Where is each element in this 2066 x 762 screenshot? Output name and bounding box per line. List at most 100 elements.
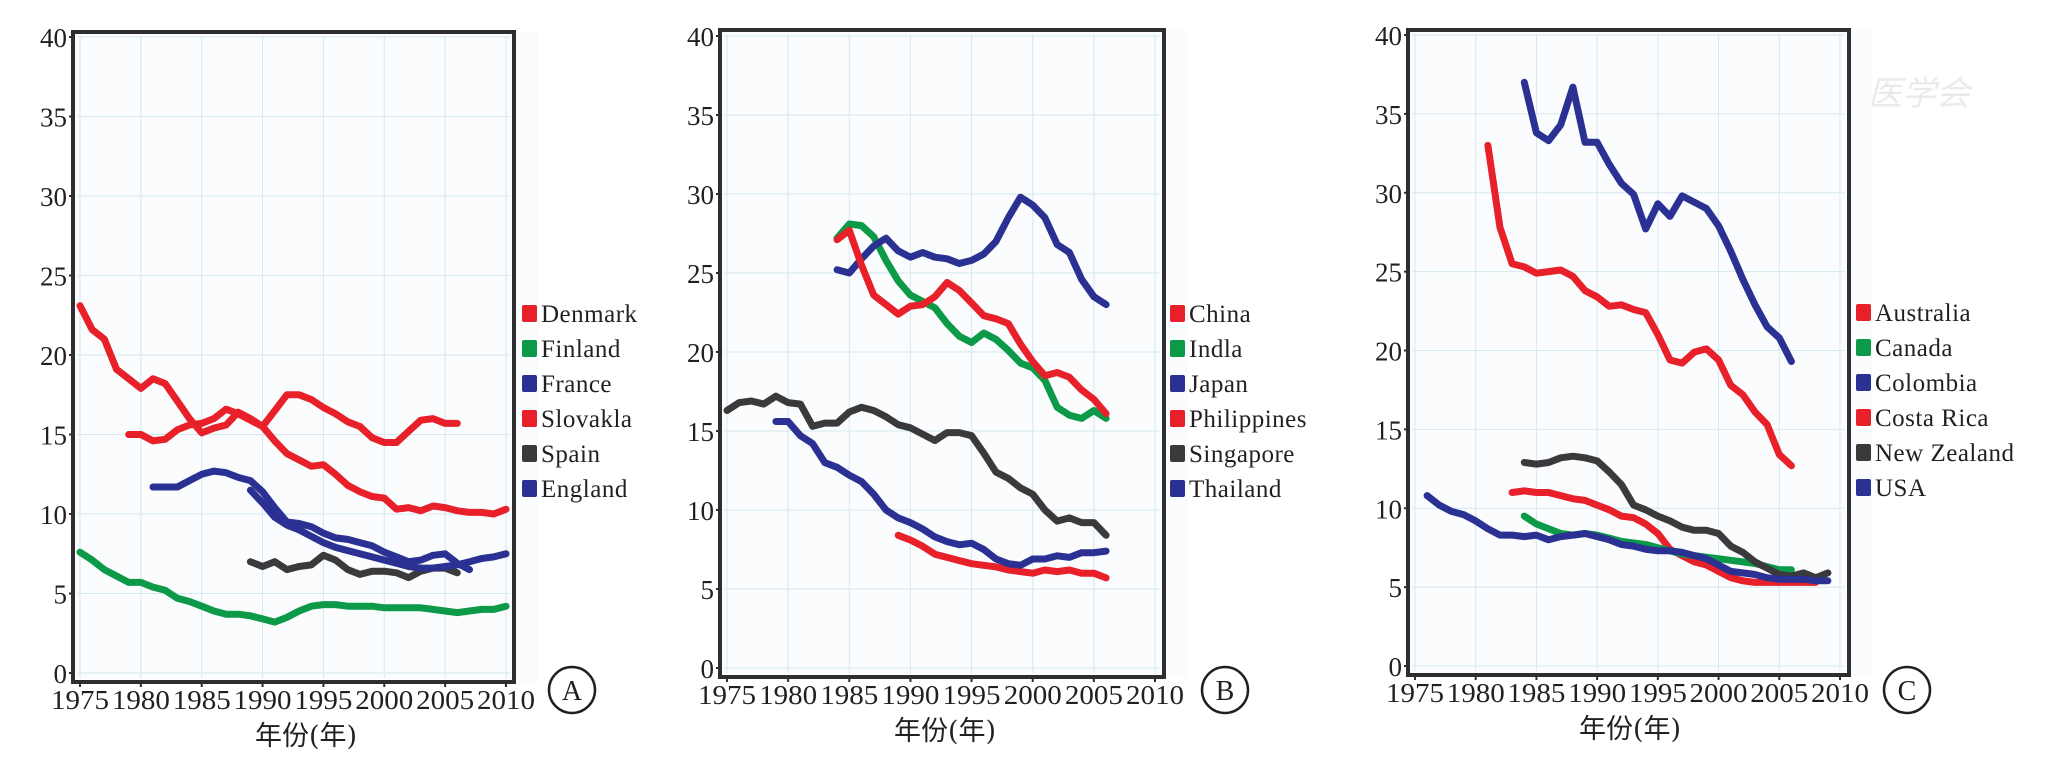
x-tick-label: 2010 (1811, 678, 1869, 708)
legend-item: China (1170, 301, 1251, 328)
legend-label: Australia (1875, 300, 1971, 327)
x-tick-label: 2005 (1750, 678, 1808, 708)
x-tick-label: 1980 (1447, 678, 1505, 708)
legend-label: France (541, 371, 612, 398)
gridlines (724, 34, 1160, 673)
plot-background (720, 30, 1188, 677)
legend-label: Singapore (1189, 441, 1295, 468)
legend-label: Finland (541, 336, 621, 363)
legend-swatch (522, 410, 537, 427)
x-tick-label: 1995 (943, 680, 1001, 710)
legend-swatch (1170, 305, 1185, 322)
legend-swatch (522, 340, 537, 357)
legend-item: Australia (1856, 300, 1971, 327)
x-axis: 1975 1980 1985 1990 1995 2000 2005 2010 (51, 682, 535, 715)
legend-item: Japan (1170, 371, 1248, 398)
y-tick-label: 5 (54, 580, 68, 610)
x-tick-label: 2010 (1126, 680, 1184, 710)
panel-label-circle (547, 665, 597, 715)
legend-swatch (1170, 410, 1185, 427)
legend-item: Colombia (1856, 370, 1977, 397)
plot-frame (1406, 28, 1851, 677)
panel-label-text: C (1898, 676, 1917, 707)
x-tick-label: 1980 (112, 685, 170, 715)
series-line-england (246, 486, 510, 572)
legend-swatch (1170, 375, 1185, 392)
panel-label-circle (1882, 665, 1932, 715)
panel-label-text: A (562, 676, 583, 707)
x-tick-label: 2000 (1690, 678, 1748, 708)
plot-frame (71, 30, 516, 684)
x-tick-label: 1985 (1507, 678, 1565, 708)
series-line-usa (1423, 492, 1832, 585)
legend-label: Philippines (1189, 406, 1307, 433)
chart-panel-a: 0 5 10 15 20 25 30 35 40 1975 1980 1985 1990 1995 2000… (40, 23, 637, 752)
y-tick-label: 30 (687, 180, 714, 210)
legend-swatch (1856, 374, 1871, 391)
y-tick-label: 25 (687, 259, 714, 289)
x-tick-label: 1980 (759, 680, 817, 710)
y-tick-label: 40 (1375, 21, 1402, 51)
series-line-singapore (723, 392, 1110, 539)
series-line-china (894, 531, 1110, 582)
legend-item: Canada (1856, 335, 1953, 362)
series-group (1423, 78, 1832, 586)
legend-swatch (1856, 444, 1871, 461)
y-axis: 0 5 10 15 20 25 30 35 40 (40, 23, 73, 689)
series-line-indla (833, 220, 1110, 422)
legend-item: England (522, 476, 628, 503)
x-tick-label: 2005 (1065, 680, 1123, 710)
legend-swatch (1856, 304, 1871, 321)
legend-swatch (522, 375, 537, 392)
y-tick-label: 40 (687, 22, 714, 52)
y-tick-label: 35 (687, 101, 714, 131)
legend-swatch (1856, 479, 1871, 496)
y-tick-label: 0 (701, 654, 715, 684)
chart-panel-c: 0 5 10 15 20 25 30 35 40 1975 1980 1985 1990 1995 2000… (1375, 21, 2014, 745)
panel-label-text: B (1216, 676, 1235, 707)
legend-item: Spain (522, 441, 600, 468)
series-group (76, 302, 510, 626)
y-tick-label: 30 (1375, 179, 1402, 209)
gridlines (77, 36, 510, 678)
y-tick-label: 15 (1375, 415, 1402, 445)
legend: China Indla Japan Philippines Singapore Thail… (1170, 301, 1307, 503)
chart-panel-b: 0 5 10 15 20 25 30 35 40 1975 1980 1985 1990 1995 2000… (687, 22, 1307, 747)
y-tick-label: 5 (701, 575, 715, 605)
y-tick-label: 10 (1375, 494, 1402, 524)
x-tick-label: 1990 (881, 680, 939, 710)
y-tick-label: 25 (1375, 258, 1402, 288)
y-tick-label: 10 (687, 496, 714, 526)
series-line-australia (1508, 487, 1820, 586)
legend-label: Japan (1189, 371, 1248, 398)
x-tick-label: 1975 (698, 680, 756, 710)
y-tick-label: 20 (687, 338, 714, 368)
legend-item: New Zealand (1856, 440, 2014, 467)
series-line-thailand (772, 418, 1110, 569)
legend-swatch (1170, 340, 1185, 357)
legend-item: Slovakla (522, 406, 633, 433)
legend-label: China (1189, 301, 1251, 328)
legend-item: Finland (522, 336, 621, 363)
legend-label: Spain (541, 441, 600, 468)
y-tick-label: 0 (1389, 652, 1403, 682)
plot-background (1408, 30, 1872, 675)
y-tick-label: 0 (54, 659, 68, 689)
plot-frame (718, 28, 1166, 679)
legend-label: USA (1875, 475, 1927, 502)
legend-item: Denmark (522, 301, 637, 328)
legend-swatch (1170, 445, 1185, 462)
legend-label: Canada (1875, 335, 1953, 362)
legend-label: Thailand (1189, 476, 1282, 503)
legend-item: France (522, 371, 612, 398)
y-axis: 0 5 10 15 20 25 30 35 40 (1375, 21, 1408, 682)
y-tick-label: 30 (40, 182, 67, 212)
legend-item: Costa Rica (1856, 405, 1989, 432)
x-tick-label: 1985 (820, 680, 878, 710)
gridlines (1412, 34, 1845, 671)
x-axis-title: 年份(年) (1579, 714, 1681, 745)
x-axis-title: 年份(年) (255, 721, 357, 752)
legend-label: Slovakla (541, 406, 633, 433)
y-tick-label: 20 (40, 341, 67, 371)
legend-label: England (541, 476, 628, 503)
